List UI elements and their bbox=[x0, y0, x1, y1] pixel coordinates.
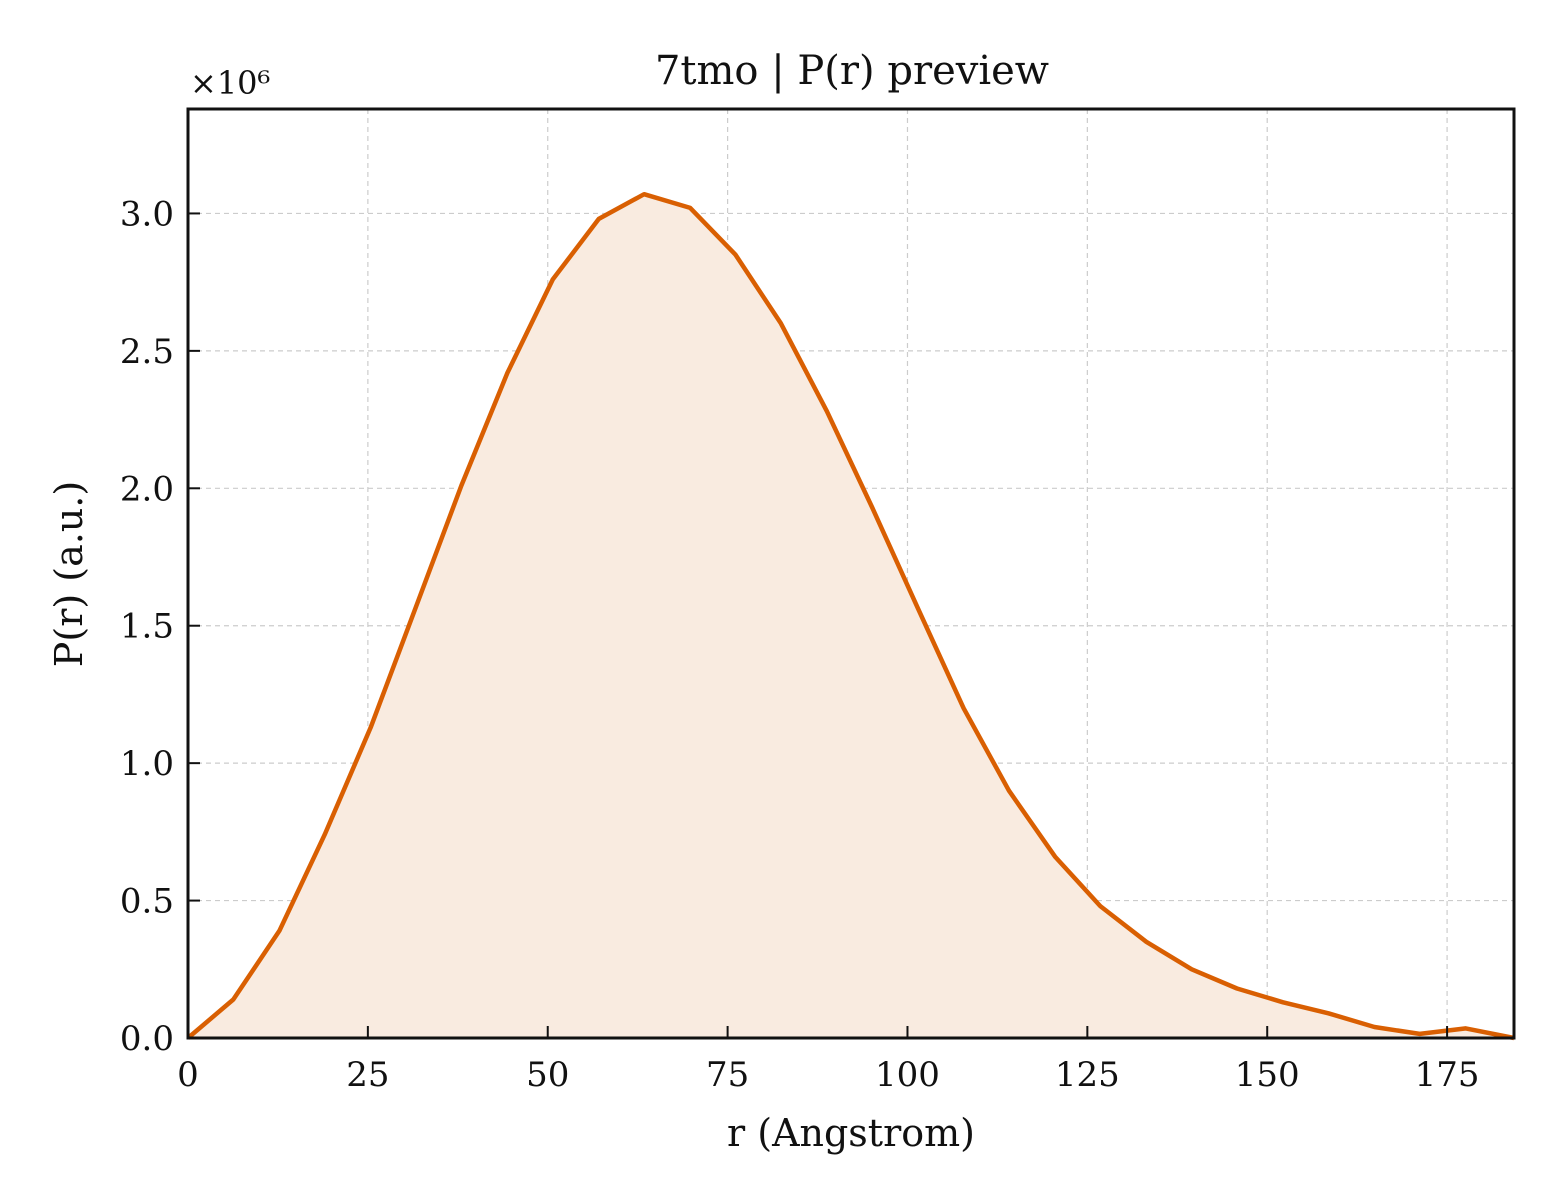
x-tick-label: 175 bbox=[1415, 1055, 1480, 1095]
y-tick-label: 0.0 bbox=[120, 1019, 174, 1059]
x-tick-label: 0 bbox=[177, 1055, 199, 1095]
y-axis-label: P(r) (a.u.) bbox=[47, 481, 91, 667]
y-tick-label: 1.0 bbox=[120, 744, 174, 784]
axis-ticks: 0 25 50 75 100 125 150 175 0.0 0.5 1.0 1.5 2.0 2.5 3.0 bbox=[120, 194, 1480, 1095]
x-tick-label: 150 bbox=[1235, 1055, 1300, 1095]
y-tick-label: 0.5 bbox=[120, 882, 174, 922]
x-axis-label: r (Angstrom) bbox=[727, 1111, 975, 1155]
y-scale-label: ×10⁶ bbox=[190, 64, 270, 102]
pr-series-line bbox=[186, 191, 1515, 1041]
pr-area-fill bbox=[188, 194, 1514, 1038]
x-tick-label: 25 bbox=[346, 1055, 389, 1095]
x-tick-label: 100 bbox=[875, 1055, 940, 1095]
chart-title: 7tmo | P(r) preview bbox=[655, 48, 1049, 94]
x-tick-label: 125 bbox=[1055, 1055, 1120, 1095]
y-tick-label: 3.0 bbox=[120, 194, 174, 234]
y-tick-label: 2.5 bbox=[120, 332, 174, 372]
y-tick-label: 2.0 bbox=[120, 469, 174, 509]
x-tick-label: 50 bbox=[526, 1055, 569, 1095]
plot-frame bbox=[186, 107, 1516, 1040]
y-tick-label: 1.5 bbox=[120, 607, 174, 647]
x-tick-label: 75 bbox=[706, 1055, 749, 1095]
